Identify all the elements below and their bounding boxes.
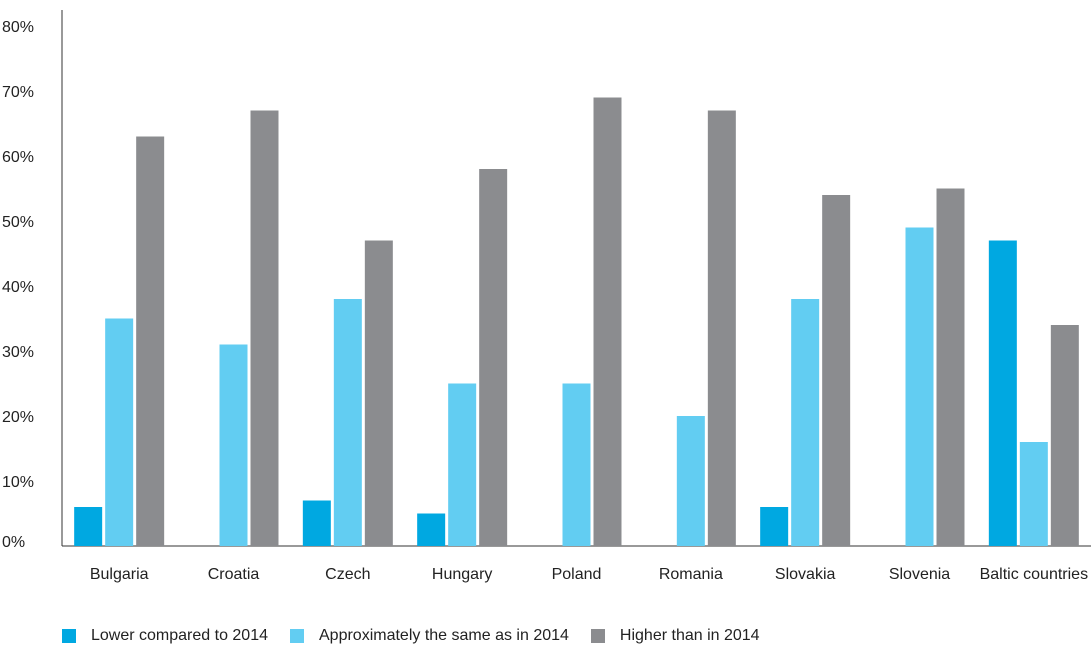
y-tick-label: 30% <box>2 344 34 361</box>
x-tick-label: Slovenia <box>889 566 950 583</box>
x-tick-label: Baltic countries <box>980 566 1089 583</box>
bar-poland-series-2 <box>593 97 622 546</box>
legend-swatch-higher <box>590 629 605 643</box>
y-tick-label: 10% <box>2 474 34 491</box>
y-tick-label: 60% <box>2 149 34 166</box>
x-tick-label: Poland <box>552 566 602 583</box>
legend-label-same: Approximately the same as in 2014 <box>319 627 569 644</box>
bar-romania-series-1 <box>676 416 705 546</box>
bar-poland-series-1 <box>562 383 591 546</box>
bar-baltic-countries-series-0 <box>988 240 1017 546</box>
bar-croatia-series-1 <box>219 344 248 546</box>
bar-baltic-countries-series-1 <box>1019 442 1048 546</box>
bar-croatia-series-2 <box>250 110 279 546</box>
y-axis: 0% 10% 20% 30% 40% 50% 60% 70% 80% <box>2 10 63 551</box>
bar-czech-series-0 <box>302 500 331 546</box>
bar-czech-series-2 <box>364 240 393 546</box>
legend-label-higher: Higher than in 2014 <box>619 627 760 644</box>
bars <box>74 97 1079 546</box>
bar-slovakia-series-0 <box>760 507 789 546</box>
x-tick-label: Hungary <box>432 566 492 583</box>
bar-hungary-series-0 <box>417 513 446 546</box>
bar-hungary-series-2 <box>479 169 508 546</box>
x-axis: Bulgaria Croatia Czech Hungary Poland Romania… <box>62 545 1091 583</box>
bar-czech-series-1 <box>333 299 362 546</box>
bar-bulgaria-series-0 <box>74 507 103 546</box>
y-tick-label: 0% <box>2 534 25 551</box>
legend-label-lower: Lower compared to 2014 <box>91 627 268 644</box>
x-tick-label: Bulgaria <box>90 566 149 583</box>
bar-romania-series-2 <box>707 110 736 546</box>
bar-hungary-series-1 <box>448 383 477 546</box>
bar-bulgaria-series-2 <box>136 136 165 546</box>
x-tick-label: Slovakia <box>775 566 836 583</box>
y-tick-label: 70% <box>2 84 34 101</box>
bar-slovakia-series-2 <box>822 195 851 546</box>
x-tick-label: Croatia <box>208 566 260 583</box>
x-tick-label: Czech <box>325 566 370 583</box>
legend-swatch-lower <box>62 629 76 643</box>
bar-baltic-countries-series-2 <box>1050 325 1079 546</box>
bar-slovenia-series-2 <box>936 188 965 546</box>
y-tick-label: 40% <box>2 279 34 296</box>
bar-slovakia-series-1 <box>791 299 820 546</box>
x-tick-label: Romania <box>659 566 723 583</box>
y-tick-label: 20% <box>2 409 34 426</box>
bar-bulgaria-series-1 <box>105 318 134 546</box>
legend: Lower compared to 2014 Approximately the… <box>62 627 782 645</box>
y-tick-label: 50% <box>2 214 34 231</box>
legend-swatch-same <box>290 629 304 643</box>
legend-item-higher: Higher than in 2014 <box>590 627 760 645</box>
y-tick-label: 80% <box>2 19 34 36</box>
bar-slovenia-series-1 <box>905 227 934 546</box>
legend-item-same: Approximately the same as in 2014 <box>290 627 569 645</box>
legend-item-lower: Lower compared to 2014 <box>62 627 268 645</box>
